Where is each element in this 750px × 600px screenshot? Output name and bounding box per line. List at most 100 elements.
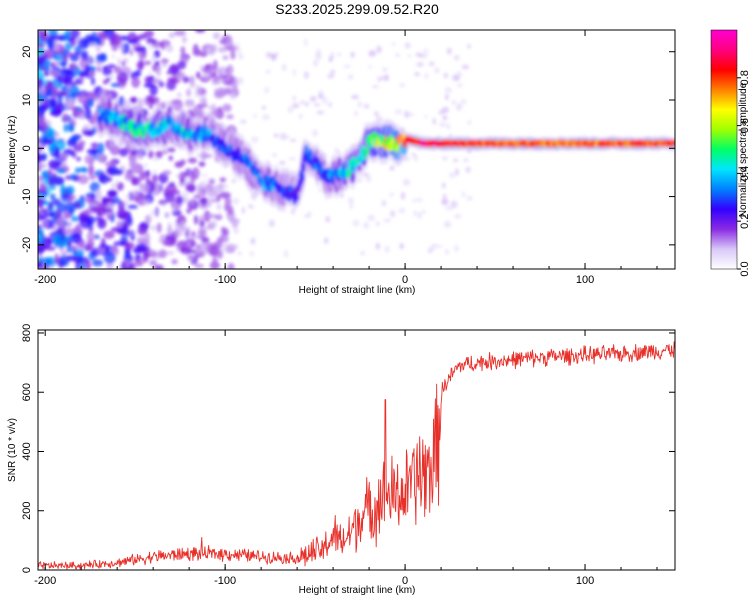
- noise-blob: [395, 52, 400, 58]
- noise-blob: [303, 38, 308, 47]
- noise-blob: [127, 204, 139, 209]
- noise-blob: [137, 200, 144, 206]
- noise-blob: [199, 65, 204, 71]
- noise-blob: [337, 52, 342, 57]
- noise-blob: [38, 43, 46, 48]
- noise-blob: [232, 197, 240, 205]
- noise-blob: [238, 54, 244, 60]
- noise-blob: [148, 150, 154, 159]
- noise-blob: [453, 54, 460, 61]
- noise-blob: [194, 30, 206, 33]
- noise-blob: [101, 196, 109, 204]
- noise-blob: [171, 79, 181, 84]
- noise-blob: [52, 233, 61, 244]
- noise-blob: [207, 213, 218, 219]
- noise-blob: [210, 198, 217, 203]
- noise-blob: [361, 172, 370, 177]
- snr-x-tick-label: -100: [214, 575, 236, 587]
- noise-blob: [98, 217, 104, 226]
- noise-blob: [192, 105, 200, 116]
- noise-blob: [183, 196, 189, 204]
- noise-blob: [96, 46, 101, 52]
- noise-blob: [38, 230, 43, 235]
- noise-blob: [193, 194, 202, 199]
- noise-blob: [156, 222, 162, 234]
- ridge-core: [120, 122, 126, 132]
- noise-blob: [111, 33, 121, 46]
- noise-blob: [68, 64, 77, 71]
- noise-blob: [193, 90, 201, 98]
- noise-blob: [41, 170, 50, 180]
- noise-blob: [218, 67, 226, 73]
- ridge-core: [294, 192, 299, 202]
- noise-blob: [281, 63, 287, 72]
- noise-blob: [292, 69, 297, 76]
- noise-blob: [146, 112, 151, 118]
- noise-blob: [461, 191, 466, 198]
- noise-blob: [38, 55, 45, 66]
- noise-blob: [186, 208, 192, 214]
- noise-blob: [71, 232, 82, 244]
- noise-blob: [171, 208, 177, 212]
- noise-blob: [61, 113, 69, 123]
- snr-x-axis: -200 -100 0 100: [34, 330, 658, 587]
- noise-blob: [445, 206, 454, 210]
- noise-blob: [133, 166, 138, 174]
- noise-blob: [279, 161, 286, 165]
- noise-blob: [95, 216, 100, 221]
- spectrogram-y-tick-label: 10: [21, 94, 33, 106]
- noise-blob: [375, 242, 381, 250]
- noise-blob: [224, 234, 228, 242]
- noise-blob: [449, 172, 456, 179]
- noise-blob: [97, 151, 104, 163]
- noise-blob: [416, 198, 423, 202]
- noise-blob: [44, 59, 51, 67]
- noise-blob: [201, 94, 207, 99]
- ridge-core: [299, 172, 305, 182]
- noise-blob: [144, 169, 151, 178]
- noise-blob: [58, 254, 70, 267]
- noise-blob: [41, 219, 48, 229]
- noise-blob: [186, 254, 196, 262]
- noise-blob: [224, 197, 232, 207]
- noise-blob: [399, 242, 404, 250]
- noise-blob: [212, 32, 221, 40]
- noise-blob: [196, 186, 201, 198]
- noise-blob: [175, 174, 183, 178]
- noise-blob: [181, 35, 188, 44]
- noise-blob: [417, 212, 422, 220]
- noise-blob: [321, 96, 328, 105]
- noise-blob: [129, 262, 136, 269]
- noise-blob: [216, 250, 224, 259]
- noise-blob: [75, 261, 81, 269]
- noise-blob: [47, 201, 54, 211]
- noise-blob: [174, 30, 186, 36]
- noise-blob: [129, 49, 134, 56]
- noise-blob: [186, 183, 196, 193]
- noise-blob: [347, 74, 354, 80]
- noise-blob: [47, 211, 55, 218]
- noise-blob: [56, 202, 67, 214]
- noise-blob: [166, 45, 174, 53]
- noise-blob: [287, 106, 294, 114]
- noise-blob: [273, 133, 279, 138]
- noise-blob: [349, 201, 353, 210]
- noise-blob: [165, 184, 178, 195]
- noise-blob: [78, 71, 86, 78]
- noise-blob: [60, 249, 68, 256]
- noise-blob: [187, 199, 199, 211]
- noise-blob: [350, 51, 355, 58]
- noise-blob: [67, 240, 72, 248]
- noise-blob: [60, 86, 70, 91]
- noise-blob: [443, 220, 451, 228]
- snr-y-axis: 0 200 400 600 800: [21, 324, 675, 573]
- noise-blob: [130, 176, 141, 186]
- noise-blob: [38, 224, 42, 230]
- noise-blob: [104, 161, 116, 167]
- noise-blob: [109, 74, 115, 80]
- noise-blob: [112, 204, 116, 209]
- noise-blob: [148, 248, 156, 256]
- noise-blob: [233, 229, 239, 234]
